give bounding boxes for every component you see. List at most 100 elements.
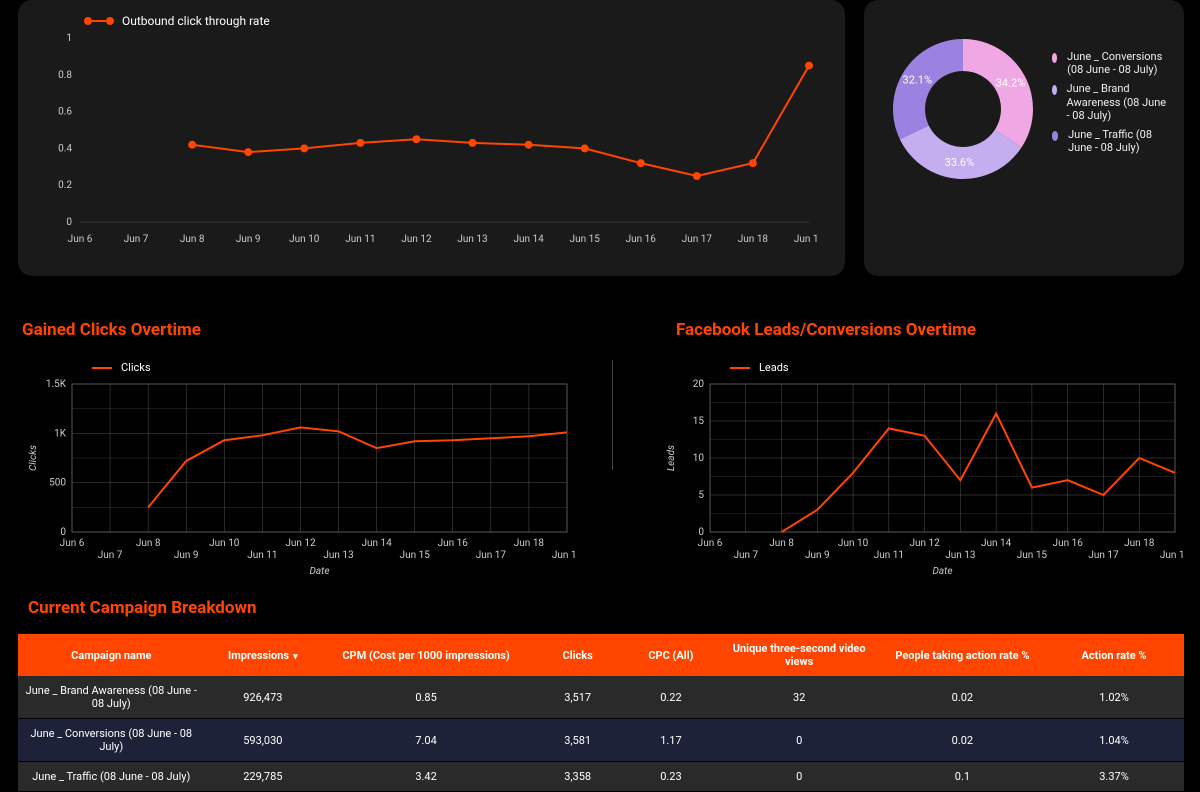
svg-text:Jun 16: Jun 16 — [626, 234, 657, 245]
table-cell: 0.85 — [321, 676, 531, 719]
svg-text:0.8: 0.8 — [58, 70, 72, 81]
svg-text:0.4: 0.4 — [58, 143, 72, 154]
table-cell: 0.22 — [624, 676, 717, 719]
svg-text:33.6%: 33.6% — [945, 156, 975, 169]
table-cell: June _ Traffic (08 June - 08 July) — [18, 762, 205, 792]
donut-chart: 34.2% 33.6% 32.1% — [878, 14, 1046, 184]
svg-text:Date: Date — [933, 566, 953, 577]
svg-text:500: 500 — [49, 478, 66, 489]
ctr-chart-panel: Outbound click through rate 00.20.40.60.… — [18, 0, 845, 276]
campaign-col-header[interactable]: Campaign name — [18, 634, 205, 676]
svg-text:0: 0 — [698, 527, 704, 538]
svg-text:Jun 14: Jun 14 — [513, 234, 544, 245]
svg-text:Jun 8: Jun 8 — [136, 538, 161, 549]
svg-text:Jun 12: Jun 12 — [285, 538, 316, 549]
campaign-col-header[interactable]: CPM (Cost per 1000 impressions) — [321, 634, 531, 676]
svg-text:Jun 13: Jun 13 — [323, 550, 353, 561]
table-cell: 593,030 — [205, 719, 322, 762]
table-cell: 0.02 — [881, 676, 1044, 719]
svg-text:Jun 14: Jun 14 — [361, 538, 392, 549]
ctr-chart: 00.20.40.60.81Jun 6Jun 7Jun 8Jun 9Jun 10… — [44, 32, 819, 252]
clicks-chart-container: Clicks 05001K1.5KJun 6Jun 7Jun 8Jun 9Jun… — [22, 360, 577, 578]
table-cell: 3.37% — [1044, 762, 1184, 792]
svg-text:Jun 7: Jun 7 — [124, 234, 149, 245]
svg-text:Jun 12: Jun 12 — [401, 234, 432, 245]
svg-text:Leads: Leads — [666, 445, 677, 471]
table-cell: 0.23 — [624, 762, 717, 792]
campaign-section-title: Current Campaign Breakdown — [28, 598, 257, 618]
svg-text:34.2%: 34.2% — [996, 76, 1026, 89]
svg-text:5: 5 — [698, 490, 704, 501]
donut-legend-item: June _ Conversions (08 June - 08 July) — [1052, 50, 1170, 76]
svg-text:Jun 13: Jun 13 — [945, 550, 975, 561]
campaign-header-row: Campaign nameImpressions▾CPM (Cost per 1… — [18, 634, 1184, 676]
table-cell: 1.17 — [624, 719, 717, 762]
donut-legend-item: June _ Traffic (08 June - 08 July) — [1052, 128, 1170, 154]
svg-text:Date: Date — [310, 566, 330, 577]
svg-text:Jun 15: Jun 15 — [570, 234, 601, 245]
table-cell: 32 — [718, 676, 881, 719]
leads-legend-label: Leads — [759, 361, 789, 374]
table-row: June _ Traffic (08 June - 08 July)229,78… — [18, 762, 1184, 792]
svg-text:Jun 18: Jun 18 — [1124, 538, 1155, 549]
svg-text:0.2: 0.2 — [58, 180, 72, 191]
svg-text:0: 0 — [66, 217, 72, 228]
table-cell: 1.04% — [1044, 719, 1184, 762]
svg-text:Jun 11: Jun 11 — [247, 550, 277, 561]
svg-text:Jun 12: Jun 12 — [909, 538, 940, 549]
svg-text:Jun 18: Jun 18 — [738, 234, 769, 245]
svg-text:Jun 14: Jun 14 — [981, 538, 1012, 549]
table-cell: 3,581 — [531, 719, 624, 762]
campaign-table: Campaign nameImpressions▾CPM (Cost per 1… — [18, 634, 1184, 792]
campaign-col-header[interactable]: People taking action rate % — [881, 634, 1044, 676]
campaign-col-header[interactable]: Impressions▾ — [205, 634, 322, 676]
donut-legend: June _ Conversions (08 June - 08 July) Ju… — [1052, 50, 1170, 160]
svg-text:32.1%: 32.1% — [903, 73, 933, 86]
svg-text:Jun 8: Jun 8 — [769, 538, 794, 549]
svg-text:Jun 19: Jun 19 — [552, 550, 577, 561]
svg-text:10: 10 — [693, 453, 705, 464]
svg-text:0: 0 — [60, 527, 66, 538]
table-cell: 3,517 — [531, 676, 624, 719]
svg-text:1.5K: 1.5K — [46, 379, 67, 390]
table-cell: 229,785 — [205, 762, 322, 792]
svg-text:Clicks: Clicks — [28, 445, 39, 471]
svg-text:Jun 10: Jun 10 — [209, 538, 240, 549]
campaign-col-header[interactable]: Clicks — [531, 634, 624, 676]
svg-text:Jun 13: Jun 13 — [457, 234, 487, 245]
svg-text:Jun 11: Jun 11 — [345, 234, 375, 245]
svg-text:Jun 9: Jun 9 — [805, 550, 830, 561]
svg-text:Jun 17: Jun 17 — [1088, 550, 1119, 561]
leads-legend-line — [730, 367, 750, 369]
leads-section-title: Facebook Leads/Conversions Overtime — [676, 320, 976, 340]
svg-text:Jun 6: Jun 6 — [60, 538, 85, 549]
svg-text:Jun 17: Jun 17 — [682, 234, 713, 245]
table-row: June _ Conversions (08 June - 08 July)59… — [18, 719, 1184, 762]
svg-text:Jun 16: Jun 16 — [1053, 538, 1084, 549]
svg-text:Jun 9: Jun 9 — [174, 550, 199, 561]
svg-text:Jun 6: Jun 6 — [68, 234, 93, 245]
svg-text:0.6: 0.6 — [58, 107, 72, 118]
svg-text:Jun 6: Jun 6 — [698, 538, 723, 549]
table-cell: June _ Brand Awareness (08 June - 08 Jul… — [18, 676, 205, 719]
svg-text:Jun 11: Jun 11 — [874, 550, 904, 561]
svg-text:Jun 15: Jun 15 — [400, 550, 431, 561]
svg-text:Jun 15: Jun 15 — [1017, 550, 1048, 561]
table-row: June _ Brand Awareness (08 June - 08 Jul… — [18, 676, 1184, 719]
table-cell: 1.02% — [1044, 676, 1184, 719]
table-cell: 7.04 — [321, 719, 531, 762]
campaign-col-header[interactable]: Unique three-second video views — [718, 634, 881, 676]
svg-text:Jun 8: Jun 8 — [180, 234, 205, 245]
donut-legend-item: June _ Brand Awareness (08 June - 08 Jul… — [1052, 82, 1170, 122]
leads-chart-container: Leads 05101520Jun 6Jun 7Jun 8Jun 9Jun 10… — [660, 360, 1185, 578]
campaign-table-container: Campaign nameImpressions▾CPM (Cost per 1… — [18, 634, 1184, 792]
table-cell: 3.42 — [321, 762, 531, 792]
svg-text:Jun 16: Jun 16 — [438, 538, 469, 549]
clicks-legend-label: Clicks — [121, 361, 151, 374]
table-cell: 926,473 — [205, 676, 322, 719]
campaign-col-header[interactable]: CPC (All) — [624, 634, 717, 676]
clicks-legend-line — [92, 367, 112, 369]
svg-text:Jun 7: Jun 7 — [733, 550, 758, 561]
campaign-col-header[interactable]: Action rate % — [1044, 634, 1184, 676]
table-cell: 0.02 — [881, 719, 1044, 762]
